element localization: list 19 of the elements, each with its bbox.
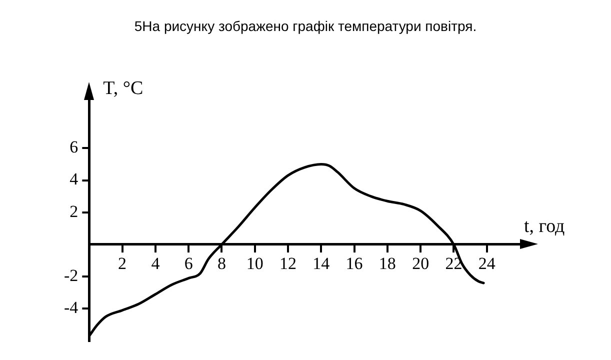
x-tick-label: 4 bbox=[151, 254, 160, 274]
x-axis-title: t, год bbox=[524, 216, 565, 238]
x-tick-label: 16 bbox=[346, 254, 363, 274]
y-tick-label: 6 bbox=[70, 138, 78, 157]
y-tick-label: -2 bbox=[64, 266, 78, 286]
chart-title: 5На рисунку зображено графік температури повітря. bbox=[133, 18, 478, 34]
x-tick-label: 8 bbox=[217, 254, 226, 274]
x-tick-label: 2 bbox=[118, 254, 127, 274]
y-tick-label: 4 bbox=[70, 170, 79, 189]
x-tick-label: 24 bbox=[478, 254, 496, 274]
y-axis-title: T, °C bbox=[103, 78, 144, 100]
x-tick-label: 18 bbox=[378, 254, 396, 274]
x-tick-label: 12 bbox=[280, 254, 297, 274]
x-tick-label: 14 bbox=[312, 254, 330, 274]
x-tick-label: 10 bbox=[246, 254, 264, 274]
x-tick-label: 20 bbox=[412, 254, 430, 274]
x-tick-label: 6 bbox=[184, 254, 193, 274]
y-tick-label: -4 bbox=[64, 298, 79, 318]
y-tick-label: 2 bbox=[70, 202, 78, 221]
